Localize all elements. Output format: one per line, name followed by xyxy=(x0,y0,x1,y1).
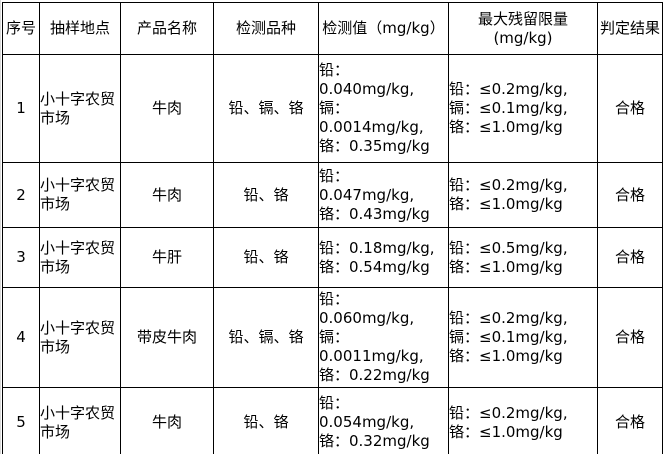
cell-location[interactable]: 小十字农贸市场 xyxy=(39,227,121,288)
table-row: 4 小十字农贸市场 带皮牛肉 铅、镉、铬 铅： 0.060mg/kg, 镉： 0… xyxy=(2,287,663,388)
cell-items[interactable]: 铅、镉、铬 xyxy=(213,54,319,163)
header-product[interactable]: 产品名称 xyxy=(120,2,214,55)
cell-location[interactable]: 小十字农贸市场 xyxy=(39,162,121,228)
table-row: 1 小十字农贸市场 牛肉 铅、镉、铬 铅： 0.040mg/kg, 镉： 0.0… xyxy=(2,54,663,163)
cell-result[interactable]: 合格 xyxy=(597,54,663,163)
cell-location[interactable]: 小十字农贸市场 xyxy=(39,387,121,454)
cell-values[interactable]: 铅： 0.040mg/kg, 镉： 0.0014mg/kg, 铬：0.35mg/… xyxy=(318,54,449,163)
cell-items[interactable]: 铅、铬 xyxy=(213,227,319,288)
cell-no[interactable]: 5 xyxy=(2,387,40,454)
cell-limits[interactable]: 铅：≤0.2mg/kg, 镉：≤0.1mg/kg, 铬：≤1.0mg/kg xyxy=(448,54,598,163)
cell-location[interactable]: 小十字农贸市场 xyxy=(39,54,121,163)
cell-values[interactable]: 铅：0.18mg/kg, 铬：0.54mg/kg xyxy=(318,227,449,288)
header-items[interactable]: 检测品种 xyxy=(213,2,319,55)
cell-product[interactable]: 牛肉 xyxy=(120,162,214,228)
header-values[interactable]: 检测值（mg/kg） xyxy=(318,2,449,55)
header-location[interactable]: 抽样地点 xyxy=(39,2,121,55)
cell-values[interactable]: 铅： 0.054mg/kg, 铬：0.32mg/kg xyxy=(318,387,449,454)
table-row: 2 小十字农贸市场 牛肉 铅、铬 铅： 0.047mg/kg, 铬：0.43mg… xyxy=(2,162,663,228)
header-limits[interactable]: 最大残留限量 (mg/kg) xyxy=(448,2,598,55)
cell-product[interactable]: 牛肝 xyxy=(120,227,214,288)
cell-no[interactable]: 1 xyxy=(2,54,40,163)
cell-result[interactable]: 合格 xyxy=(597,287,663,388)
cell-product[interactable]: 牛肉 xyxy=(120,387,214,454)
table-row: 3 小十字农贸市场 牛肝 铅、铬 铅：0.18mg/kg, 铬：0.54mg/k… xyxy=(2,227,663,288)
cell-limits[interactable]: 铅：≤0.2mg/kg, 镉：≤0.1mg/kg, 铬：≤1.0mg/kg xyxy=(448,287,598,388)
cell-no[interactable]: 2 xyxy=(2,162,40,228)
left-gridline xyxy=(0,0,1,454)
table-row: 5 小十字农贸市场 牛肉 铅、铬 铅： 0.054mg/kg, 铬：0.32mg… xyxy=(2,387,663,454)
cell-items[interactable]: 铅、铬 xyxy=(213,162,319,228)
cell-values[interactable]: 铅： 0.047mg/kg, 铬：0.43mg/kg xyxy=(318,162,449,228)
cell-limits[interactable]: 铅：≤0.5mg/kg, 铬：≤1.0mg/kg xyxy=(448,227,598,288)
cell-location[interactable]: 小十字农贸市场 xyxy=(39,287,121,388)
cell-limits[interactable]: 铅：≤0.2mg/kg, 铬：≤1.0mg/kg xyxy=(448,162,598,228)
cell-no[interactable]: 3 xyxy=(2,227,40,288)
cell-items[interactable]: 铅、镉、铬 xyxy=(213,287,319,388)
cell-items[interactable]: 铅、铬 xyxy=(213,387,319,454)
cell-limits[interactable]: 铅：≤0.2mg/kg, 铬：≤1.0mg/kg xyxy=(448,387,598,454)
cell-result[interactable]: 合格 xyxy=(597,162,663,228)
cell-product[interactable]: 带皮牛肉 xyxy=(120,287,214,388)
header-row: 序号 抽样地点 产品名称 检测品种 检测值（mg/kg） 最大残留限量 (mg/… xyxy=(2,2,663,55)
cell-product[interactable]: 牛肉 xyxy=(120,54,214,163)
cell-values[interactable]: 铅： 0.060mg/kg, 镉： 0.0011mg/kg, 铬：0.22mg/… xyxy=(318,287,449,388)
cell-no[interactable]: 4 xyxy=(2,287,40,388)
cell-result[interactable]: 合格 xyxy=(597,387,663,454)
header-no[interactable]: 序号 xyxy=(2,2,40,55)
cell-result[interactable]: 合格 xyxy=(597,227,663,288)
header-result[interactable]: 判定结果 xyxy=(597,2,663,55)
